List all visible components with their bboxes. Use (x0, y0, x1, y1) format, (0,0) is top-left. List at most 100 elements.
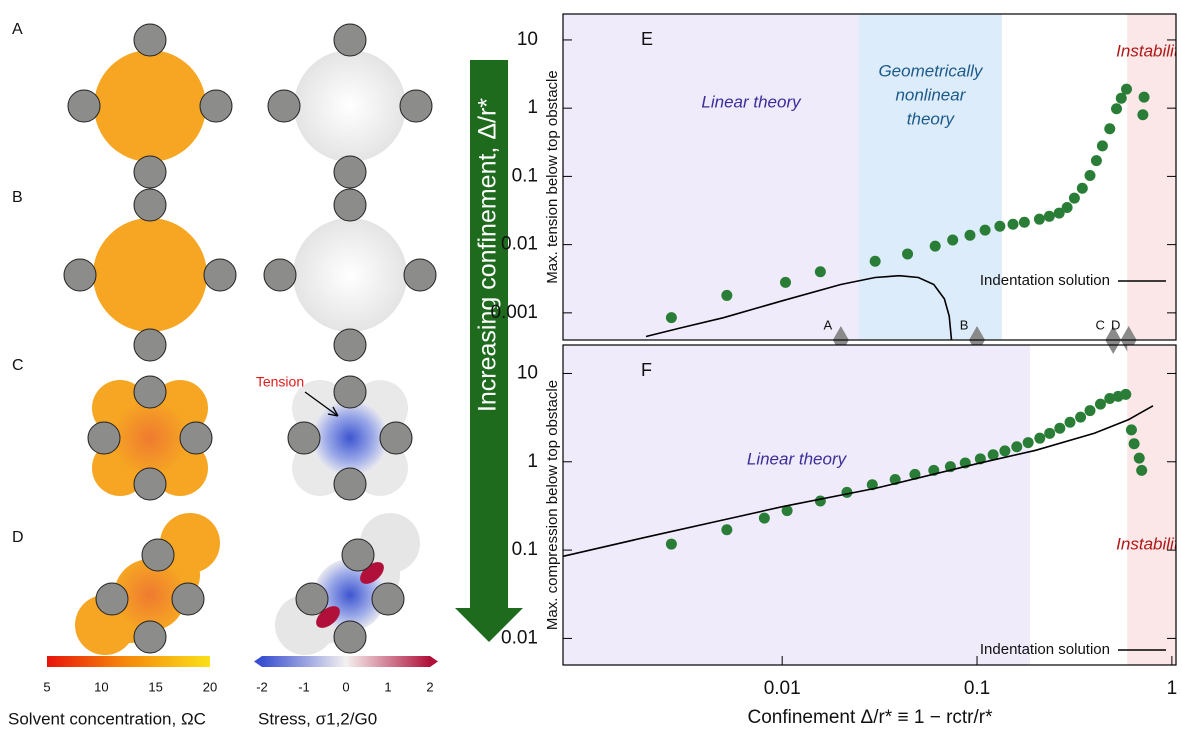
data-point (909, 468, 921, 480)
y-axis-label: Max. compression below top obstacle (544, 380, 561, 630)
stress-hot (360, 562, 384, 584)
obstacle (179, 421, 213, 455)
obstacle (379, 421, 413, 455)
data-point (1018, 216, 1030, 228)
panel-label: E (641, 29, 653, 49)
regime-label: nonlinear (895, 85, 966, 104)
y-tick-label: 10 (517, 362, 538, 383)
panel-label: A (12, 21, 23, 38)
data-point (1061, 202, 1073, 214)
colorbar-tick-label: 5 (43, 679, 50, 694)
obstacle (133, 467, 167, 501)
panel-label: F (641, 360, 652, 380)
data-point (1136, 464, 1148, 476)
data-point (1138, 91, 1150, 103)
data-point (1053, 207, 1065, 219)
data-point (814, 266, 826, 278)
obstacle (333, 188, 367, 222)
plot-area: Linear theory Instability (563, 345, 1182, 665)
data-point (987, 449, 999, 461)
data-point (1075, 411, 1087, 423)
y-tick-label: 1 (527, 451, 538, 472)
chart: Linear theory Instability 0.01 0.1 1 10 0.01 0.… (501, 344, 1182, 728)
regime-band (1127, 14, 1176, 340)
data-point (758, 512, 770, 524)
plot-area: Linear theory Geometrically nonlinear theor… (563, 14, 1176, 340)
x-tick-label: 0.1 (964, 678, 990, 699)
regime-label: Instability (1116, 534, 1182, 553)
stress-hot (316, 606, 340, 628)
obstacle (95, 582, 129, 616)
legend-label: Indentation solution (980, 272, 1110, 289)
gel-body (294, 50, 406, 162)
obstacle (133, 620, 167, 654)
obstacle (63, 258, 97, 292)
obstacle (199, 89, 233, 123)
gel-core (114, 559, 186, 631)
data-point (1044, 427, 1056, 439)
obstacle (87, 421, 121, 455)
marker-label: D (1111, 317, 1120, 332)
obstacle (333, 155, 367, 189)
simulation (87, 375, 213, 501)
obstacle (399, 89, 433, 123)
data-point (1111, 103, 1123, 115)
colorbar-tick-label: 10 (94, 679, 108, 694)
data-point (721, 524, 733, 536)
data-point (1094, 398, 1106, 410)
obstacle (133, 155, 167, 189)
colorbar-end (254, 656, 262, 667)
colorbar (47, 656, 210, 667)
obstacle (141, 538, 175, 572)
data-point (902, 248, 914, 260)
obstacle (333, 328, 367, 362)
obstacle (403, 258, 437, 292)
data-point (1043, 210, 1055, 222)
colorbar-tick-label: -1 (298, 679, 310, 694)
data-point (964, 229, 976, 241)
gel-core (112, 400, 188, 476)
data-point (1084, 405, 1096, 417)
line-series (645, 274, 953, 340)
marker-label: C (1096, 317, 1105, 332)
obstacle (333, 620, 367, 654)
colorbar-label: Stress, σ1,2/G0 (258, 709, 377, 728)
data-point (1034, 432, 1046, 444)
data-point (1068, 192, 1080, 204)
data-point (1125, 424, 1137, 436)
obstacle (203, 258, 237, 292)
plot-frame (562, 13, 1177, 341)
obstacle (333, 467, 367, 501)
data-point (994, 220, 1006, 232)
simulation (275, 513, 420, 655)
regime-band (1127, 345, 1176, 665)
data-point (1007, 218, 1019, 230)
y-tick-label: 1 (527, 97, 538, 118)
data-point (1128, 438, 1140, 450)
obstacle (371, 582, 405, 616)
data-point (1064, 416, 1076, 428)
colorbar-tick-label: -2 (256, 679, 268, 694)
simulation-panels: A B C D Tension Increasing confinement, Δ/r* 5… (8, 21, 523, 728)
obstacle (333, 375, 367, 409)
y-tick-label: 0.01 (501, 627, 538, 648)
legend-label: Indentation solution (980, 641, 1110, 658)
obstacle (295, 582, 329, 616)
data-point (999, 445, 1011, 457)
x-axis-label: Confinement Δ/r* ≡ 1 − rctr/r* (748, 707, 994, 728)
data-point (1137, 109, 1149, 121)
obstacle (333, 23, 367, 57)
gel-body (293, 218, 407, 332)
y-tick-label: 0.1 (512, 165, 538, 186)
y-tick-label: 0.01 (501, 234, 538, 255)
obstacle (267, 89, 301, 123)
data-point (1022, 437, 1034, 449)
colorbar-end (430, 656, 438, 667)
colorbar (262, 656, 430, 667)
data-point (1133, 452, 1145, 464)
regime-label: theory (907, 109, 956, 128)
data-point (929, 240, 941, 252)
data-point (781, 505, 793, 517)
data-point (1076, 182, 1088, 194)
